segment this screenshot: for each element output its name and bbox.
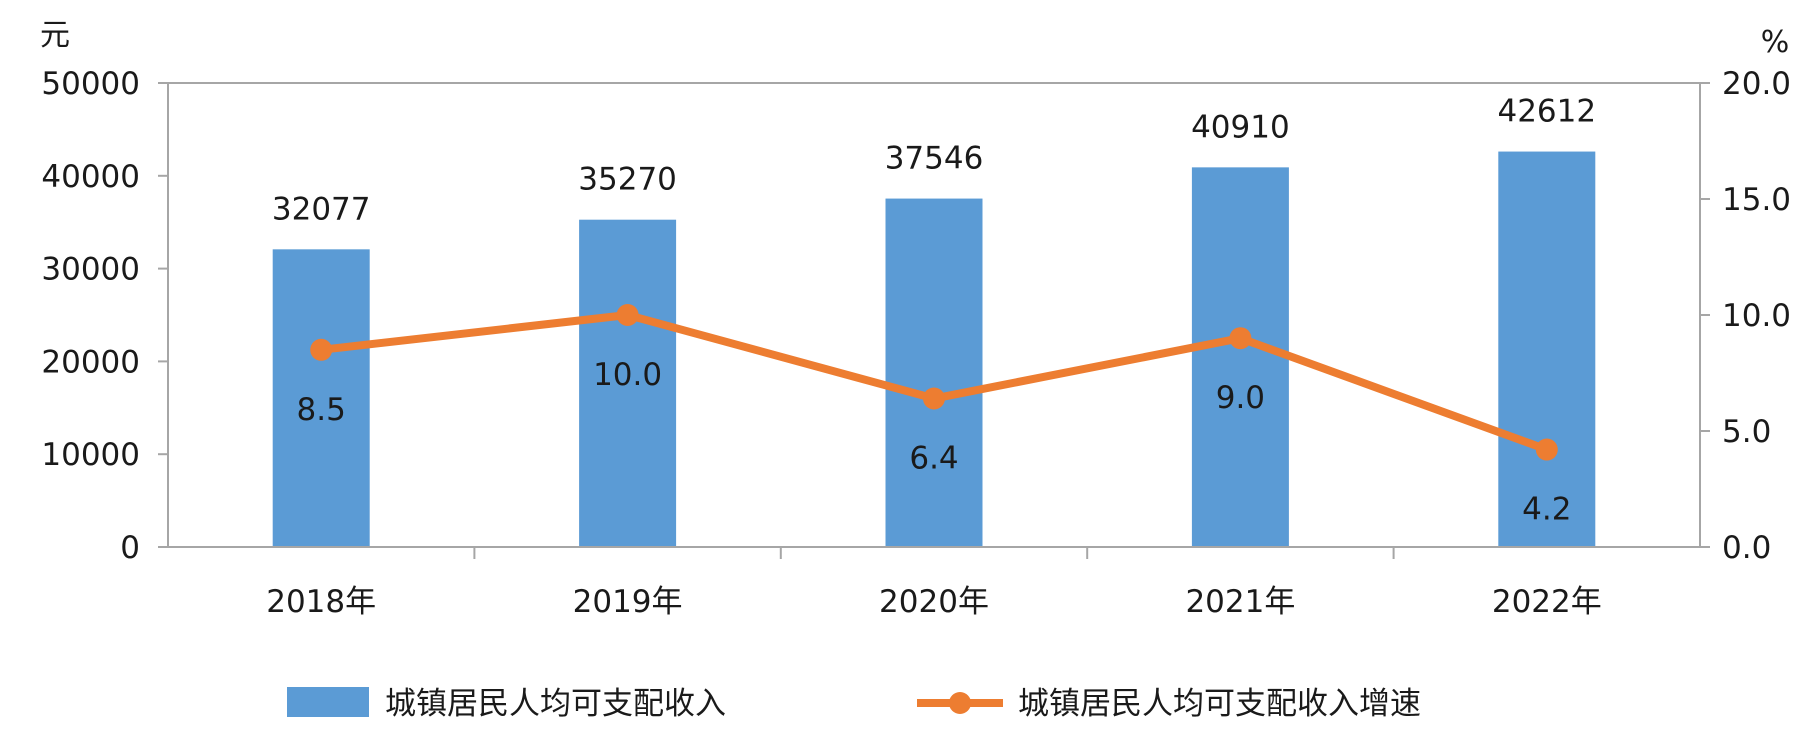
x-tick-label: 2019年: [573, 584, 683, 620]
legend: 城镇居民人均可支配收入 城镇居民人均可支配收入增速: [287, 686, 1421, 722]
right-tick-label: 20.0: [1722, 66, 1791, 102]
line-point: [616, 304, 639, 326]
bar: [579, 219, 677, 547]
legend-bar-label: 城镇居民人均可支配收入: [385, 686, 726, 722]
bar-value-label: 42612: [1497, 94, 1596, 130]
left-tick-label: 30000: [41, 252, 140, 288]
line-value-label: 10.0: [593, 357, 662, 393]
left-tick-label: 0: [120, 530, 140, 566]
right-tick-label: 0.0: [1722, 530, 1771, 566]
legend-line-label: 城镇居民人均可支配收入增速: [1018, 686, 1421, 722]
bar-series: 32077 35270 37546 40910 42612: [272, 94, 1596, 547]
x-tick-label: 2020年: [879, 584, 989, 620]
line-point: [1535, 438, 1558, 461]
line-value-label: 9.0: [1216, 380, 1265, 416]
line-value-label: 6.4: [909, 441, 958, 477]
x-axis-ticks: 2018年 2019年 2020年 2021年 2022年: [266, 584, 1602, 620]
line-value-label: 8.5: [297, 392, 346, 428]
bar-value-label: 40910: [1191, 109, 1290, 145]
right-tick-label: 15.0: [1722, 182, 1791, 218]
line-series: 8.5 10.0 6.4 9.0 4.2: [297, 304, 1571, 528]
x-tick-label: 2022年: [1492, 584, 1602, 620]
legend-line-marker: [949, 692, 971, 714]
bar: [272, 249, 370, 547]
left-axis-unit: 元: [40, 18, 70, 53]
line-point: [1229, 327, 1252, 350]
legend-bar-swatch: [287, 687, 369, 717]
bar-value-label: 32077: [272, 191, 371, 227]
bar-value-label: 35270: [578, 162, 677, 198]
left-axis-ticks: 0 10000 20000 30000 40000 50000: [41, 66, 140, 566]
right-tick-label: 5.0: [1722, 414, 1771, 450]
right-axis-unit: %: [1761, 25, 1790, 60]
right-tick-label: 10.0: [1722, 298, 1791, 334]
bar: [1191, 167, 1289, 547]
plot-frame: [158, 82, 1710, 559]
left-tick-label: 50000: [41, 66, 140, 102]
left-tick-label: 20000: [41, 344, 140, 380]
x-tick-label: 2018年: [266, 584, 376, 620]
bar-value-label: 37546: [885, 141, 984, 177]
right-axis-ticks: 0.0 5.0 10.0 15.0 20.0: [1722, 66, 1791, 566]
left-tick-label: 40000: [41, 159, 140, 195]
x-tick-label: 2021年: [1185, 584, 1295, 620]
left-tick-label: 10000: [41, 437, 140, 473]
line-point: [923, 387, 945, 410]
line-value-label: 4.2: [1522, 492, 1571, 528]
line-point: [310, 338, 333, 361]
bar: [885, 198, 983, 547]
bar: [1498, 151, 1596, 547]
